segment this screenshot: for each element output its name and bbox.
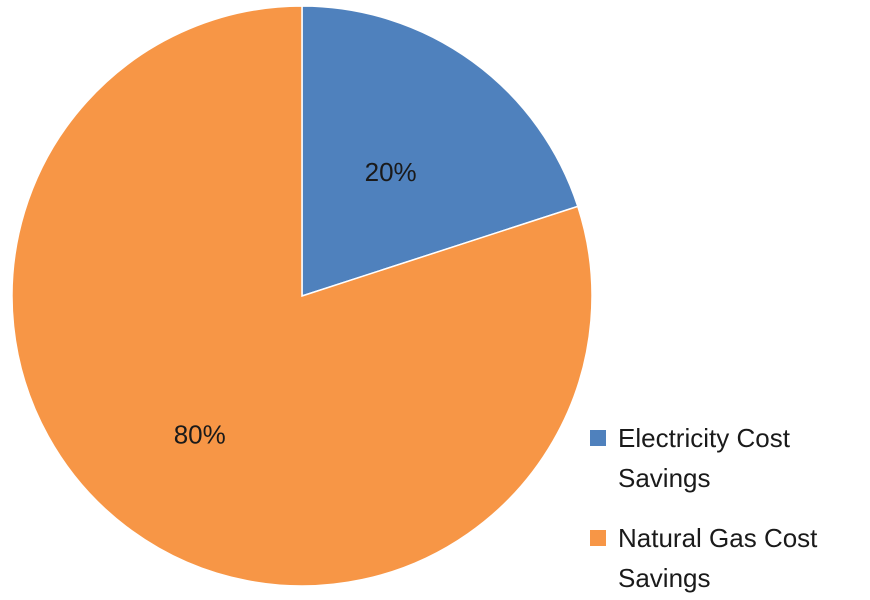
data-label-2: 80% <box>174 420 226 450</box>
legend-label-2: Natural Gas Cost Savings <box>618 523 818 593</box>
pie-slice-2 <box>11 5 593 587</box>
pie-slices <box>11 5 593 587</box>
legend-label-1: Electricity Cost Savings <box>618 423 791 493</box>
pie-slice-1 <box>301 5 579 298</box>
legend-swatch-2 <box>590 530 606 546</box>
legend-entry-1: Electricity Cost Savings <box>590 423 791 493</box>
legend: Electricity Cost Savings Natural Gas Cost S… <box>590 423 818 593</box>
legend-entry-2: Natural Gas Cost Savings <box>590 523 818 593</box>
legend-swatch-1 <box>590 430 606 446</box>
data-label-1: 20% <box>365 157 417 187</box>
data-labels: 20% 80% <box>174 157 417 450</box>
